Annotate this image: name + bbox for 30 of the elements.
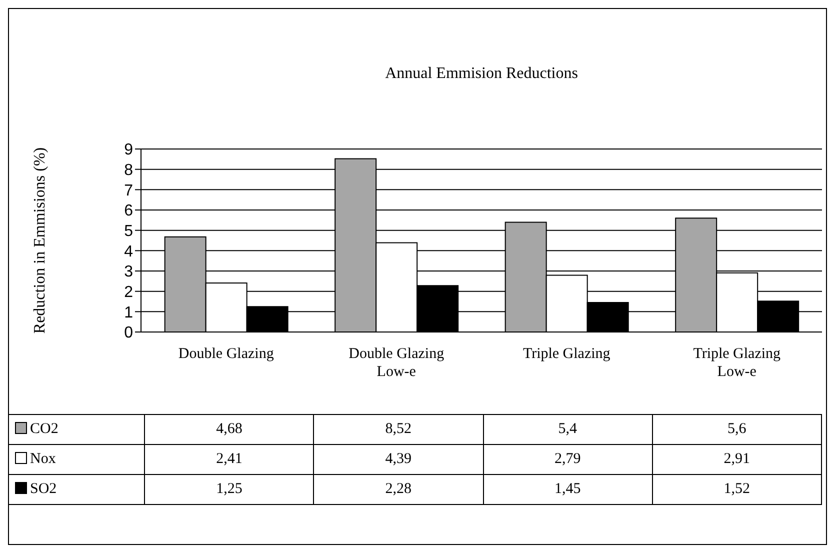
x-tick-label: Triple Glazing <box>522 346 611 362</box>
data-label: 2,41 <box>144 444 314 474</box>
y-tick-label: 5 <box>124 223 134 240</box>
data-label: 4,39 <box>314 444 484 474</box>
data-label: 2,28 <box>314 474 484 504</box>
y-tick-label: 4 <box>124 243 134 260</box>
data-label: 5,6 <box>652 414 822 444</box>
x-tick-label: Double Glazing <box>178 346 274 362</box>
y-tick-label: 7 <box>124 182 134 200</box>
y-tick-label: 6 <box>124 202 134 220</box>
y-tick-label: 3 <box>124 264 134 281</box>
legend-label: CO2 <box>9 414 145 444</box>
data-label: 1,45 <box>483 474 652 504</box>
data-label: 2,79 <box>483 444 652 474</box>
x-tick-label: Double Glazing Low-e <box>348 346 445 380</box>
data-label: 8,52 <box>314 414 484 444</box>
y-tick-label: 9 <box>124 142 134 159</box>
y-tick-label: 8 <box>124 162 134 180</box>
y-tick-label: 1 <box>124 304 134 322</box>
data-label: 2,91 <box>652 444 822 474</box>
y-tick-label: 2 <box>124 284 134 302</box>
data-label: 4,68 <box>144 414 314 444</box>
chart-title: Annual Emmision Reductions <box>384 65 579 83</box>
data-label: 1,52 <box>652 474 822 504</box>
legend-label: SO2 <box>9 474 145 504</box>
data-label: 1,25 <box>144 474 314 504</box>
data-label: 5,4 <box>483 414 652 444</box>
x-tick-label: Triple Glazing Low-e <box>693 346 782 380</box>
y-tick-label: 0 <box>124 324 134 342</box>
y-axis-title: Reduction in Emmisions (%) <box>32 147 49 334</box>
